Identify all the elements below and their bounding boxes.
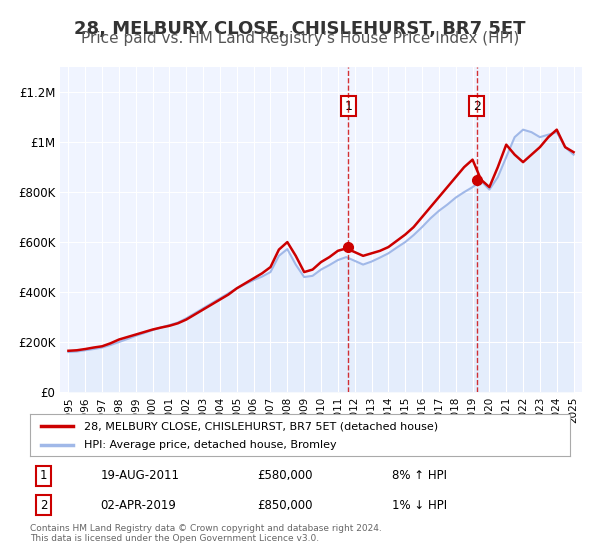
Text: HPI: Average price, detached house, Bromley: HPI: Average price, detached house, Brom… — [84, 440, 337, 450]
Text: Price paid vs. HM Land Registry's House Price Index (HPI): Price paid vs. HM Land Registry's House … — [81, 31, 519, 46]
Text: 1: 1 — [344, 100, 352, 113]
Text: £580,000: £580,000 — [257, 469, 312, 482]
Text: 2: 2 — [473, 100, 481, 113]
Text: Contains HM Land Registry data © Crown copyright and database right 2024.
This d: Contains HM Land Registry data © Crown c… — [30, 524, 382, 543]
Text: 1: 1 — [40, 469, 47, 482]
Text: 28, MELBURY CLOSE, CHISLEHURST, BR7 5ET (detached house): 28, MELBURY CLOSE, CHISLEHURST, BR7 5ET … — [84, 421, 438, 431]
Text: 2: 2 — [40, 498, 47, 512]
Text: £850,000: £850,000 — [257, 498, 312, 512]
Text: 19-AUG-2011: 19-AUG-2011 — [100, 469, 179, 482]
Text: 1% ↓ HPI: 1% ↓ HPI — [392, 498, 447, 512]
Text: 8% ↑ HPI: 8% ↑ HPI — [392, 469, 447, 482]
Text: 02-APR-2019: 02-APR-2019 — [100, 498, 176, 512]
Text: 28, MELBURY CLOSE, CHISLEHURST, BR7 5ET: 28, MELBURY CLOSE, CHISLEHURST, BR7 5ET — [74, 20, 526, 38]
